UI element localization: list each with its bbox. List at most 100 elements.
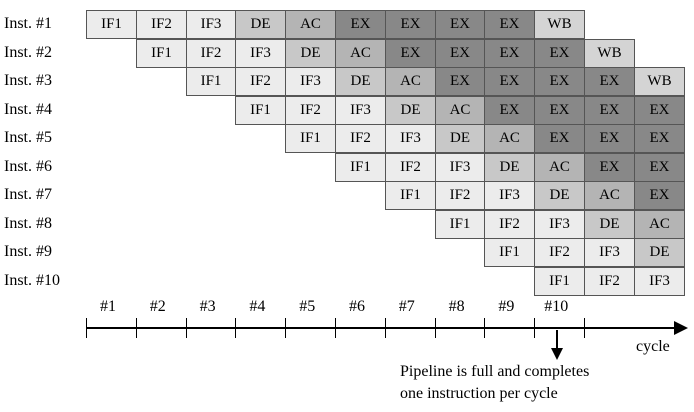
stage-cell-ex: EX <box>435 39 485 68</box>
stage-cell-de: DE <box>584 210 635 239</box>
cycle-label: #8 <box>448 298 465 315</box>
stage-cell-ex: EX <box>385 39 436 68</box>
axis-tick <box>435 318 436 338</box>
instruction-label: Inst. #8 <box>4 214 52 232</box>
stage-cell-ac: AC <box>584 181 635 210</box>
stage-cell-if1: IF1 <box>534 267 585 296</box>
stage-cell-ac: AC <box>385 67 436 96</box>
stage-cell-if1: IF1 <box>86 10 137 39</box>
axis-tick <box>285 318 286 338</box>
stage-cell-de: DE <box>534 181 585 210</box>
pipeline-full-arrow <box>556 330 558 350</box>
stage-cell-ex: EX <box>534 39 585 68</box>
stage-cell-de: DE <box>335 67 386 96</box>
cycle-label: #9 <box>498 298 515 315</box>
stage-cell-if1: IF1 <box>435 210 485 239</box>
instruction-label: Inst. #10 <box>4 271 60 289</box>
stage-cell-if3: IF3 <box>285 67 336 96</box>
stage-cell-wb: WB <box>584 39 635 68</box>
stage-cell-de: DE <box>285 39 336 68</box>
annotation-line-2: one instruction per cycle <box>400 385 558 402</box>
stage-cell-if3: IF3 <box>335 96 386 125</box>
cycle-label: #1 <box>100 298 116 315</box>
stage-cell-if3: IF3 <box>186 10 236 39</box>
stage-cell-ex: EX <box>634 153 685 182</box>
stage-cell-ex: EX <box>385 10 436 39</box>
stage-cell-if1: IF1 <box>235 96 286 125</box>
stage-cell-wb: WB <box>534 10 585 39</box>
stage-cell-ex: EX <box>335 10 386 39</box>
stage-cell-wb: WB <box>634 67 685 96</box>
cycle-label: #10 <box>544 298 569 315</box>
instruction-label: Inst. #5 <box>4 129 52 146</box>
stage-cell-if2: IF2 <box>484 210 535 239</box>
stage-cell-de: DE <box>484 153 535 182</box>
stage-cell-ex: EX <box>584 124 635 153</box>
stage-cell-de: DE <box>435 124 485 153</box>
axis-tick <box>335 318 336 338</box>
stage-cell-if2: IF2 <box>435 181 485 210</box>
axis-tick <box>385 318 386 338</box>
stage-cell-ex: EX <box>484 96 535 125</box>
time-axis-arrowhead <box>674 321 688 335</box>
stage-cell-ac: AC <box>285 10 336 39</box>
stage-cell-if3: IF3 <box>584 238 635 267</box>
axis-tick <box>484 318 485 338</box>
axis-tick <box>186 318 187 338</box>
stage-cell-ex: EX <box>584 153 635 182</box>
stage-cell-if2: IF2 <box>534 238 585 267</box>
stage-cell-ac: AC <box>534 153 585 182</box>
cycle-label: #4 <box>249 298 266 315</box>
stage-cell-if2: IF2 <box>186 39 236 68</box>
cycle-label: #7 <box>398 298 415 315</box>
stage-cell-ex: EX <box>484 67 535 96</box>
stage-cell-if2: IF2 <box>136 10 187 39</box>
stage-cell-if1: IF1 <box>136 39 187 68</box>
annotation-line-1: Pipeline is full and completes <box>400 363 590 380</box>
stage-cell-ex: EX <box>634 124 685 153</box>
stage-cell-if2: IF2 <box>584 267 635 296</box>
cycle-label: #2 <box>149 298 166 315</box>
stage-cell-ex: EX <box>484 10 535 39</box>
axis-label: cycle <box>636 338 670 355</box>
cycle-label: #5 <box>299 298 316 315</box>
cycle-label: #6 <box>349 298 365 315</box>
stage-cell-ac: AC <box>634 210 685 239</box>
axis-tick <box>235 318 236 338</box>
stage-cell-ex: EX <box>435 10 485 39</box>
stage-cell-if3: IF3 <box>435 153 485 182</box>
axis-tick <box>534 318 535 338</box>
stage-cell-ex: EX <box>435 67 485 96</box>
stage-cell-ac: AC <box>484 124 535 153</box>
stage-cell-if1: IF1 <box>385 181 436 210</box>
stage-cell-if3: IF3 <box>634 267 685 296</box>
stage-cell-if2: IF2 <box>285 96 336 125</box>
time-axis-line <box>86 327 676 329</box>
stage-cell-ex: EX <box>634 96 685 125</box>
stage-cell-de: DE <box>634 238 685 267</box>
stage-cell-ex: EX <box>484 39 535 68</box>
stage-cell-ex: EX <box>534 96 585 125</box>
stage-cell-if1: IF1 <box>484 238 535 267</box>
stage-cell-ex: EX <box>584 67 635 96</box>
instruction-label: Inst. #4 <box>4 100 52 118</box>
stage-cell-if3: IF3 <box>484 181 535 210</box>
stage-cell-if2: IF2 <box>235 67 286 96</box>
instruction-label: Inst. #6 <box>4 157 52 175</box>
stage-cell-if3: IF3 <box>534 210 585 239</box>
instruction-label: Inst. #2 <box>4 43 52 61</box>
stage-cell-if3: IF3 <box>385 124 436 153</box>
stage-cell-if3: IF3 <box>235 39 286 68</box>
axis-tick <box>86 318 87 338</box>
stage-cell-if1: IF1 <box>335 153 386 182</box>
stage-cell-de: DE <box>385 96 436 125</box>
cycle-label: #3 <box>199 298 216 315</box>
stage-cell-if1: IF1 <box>285 124 336 153</box>
stage-cell-ac: AC <box>335 39 386 68</box>
stage-cell-ex: EX <box>634 181 685 210</box>
stage-cell-if1: IF1 <box>186 67 236 96</box>
instruction-label: Inst. #1 <box>4 15 52 32</box>
instruction-label: Inst. #9 <box>4 243 52 260</box>
stage-cell-if2: IF2 <box>335 124 386 153</box>
